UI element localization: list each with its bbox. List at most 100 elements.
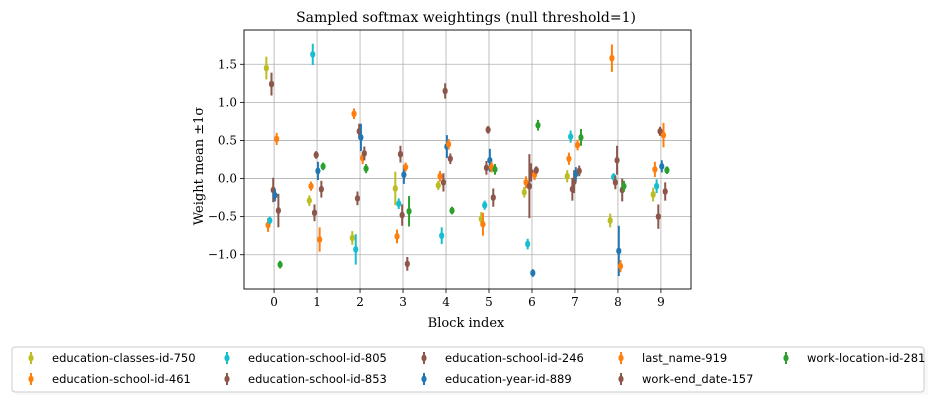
data-point — [361, 150, 367, 157]
data-point — [308, 182, 314, 190]
data-point — [449, 207, 455, 214]
legend: education-classes-id-750 education-school… — [11, 346, 928, 395]
data-point — [401, 171, 407, 179]
x-tick-label: 6 — [528, 295, 536, 309]
data-point — [447, 155, 453, 163]
series-last_name-919 — [274, 122, 667, 273]
grid — [244, 30, 691, 289]
data-point — [609, 54, 615, 62]
y-tick-label: 0.0 — [218, 172, 237, 186]
data-point — [318, 185, 324, 193]
legend-label: education-school-id-246 — [445, 351, 584, 365]
data-point — [313, 151, 319, 159]
series-education-school-id-246 — [270, 83, 663, 226]
data-point — [523, 178, 529, 186]
data-point — [392, 185, 398, 192]
data-point — [621, 182, 627, 190]
legend-label: education-school-id-853 — [248, 372, 387, 386]
series-education-school-id-805 — [267, 43, 660, 265]
data-point — [439, 232, 445, 240]
data-point — [399, 211, 405, 219]
y-tick-label: 1.0 — [218, 95, 237, 109]
data-point — [406, 207, 412, 215]
data-point — [574, 141, 581, 149]
x-tick-label: 7 — [571, 295, 579, 309]
data-point — [614, 156, 620, 164]
data-point — [616, 247, 622, 255]
legend-label: education-school-id-461 — [52, 372, 191, 386]
data-point — [480, 220, 486, 228]
data-point — [268, 80, 275, 88]
legend-entry: education-year-id-889 — [421, 372, 572, 386]
x-axis-label: Block index — [428, 316, 505, 331]
x-tick-label: 8 — [614, 295, 622, 309]
axis-ticks: 0 1 2 3 4 5 6 7 8 9 −1.0 −0.5 0.0 0.5 1.0 1.5 — [208, 57, 665, 309]
data-point — [267, 217, 273, 224]
y-tick-label: 0.5 — [218, 133, 237, 147]
x-tick-label: 5 — [485, 295, 493, 309]
data-point — [404, 260, 410, 268]
data-point — [358, 134, 364, 141]
data-point — [654, 182, 660, 190]
legend-marker-point — [421, 354, 427, 362]
data-point — [660, 131, 667, 139]
legend-label: work-end_date-157 — [642, 372, 753, 386]
chart-title: Sampled softmax weightings (null thresho… — [296, 10, 636, 26]
legend-marker-point — [618, 375, 624, 383]
legend-marker-point — [28, 354, 34, 362]
data-point — [607, 217, 613, 224]
legend-label: education-classes-id-750 — [52, 351, 196, 365]
legend-label: education-year-id-889 — [445, 372, 572, 386]
legend-marker-point — [224, 354, 230, 362]
data-point — [655, 213, 661, 221]
data-point — [351, 110, 357, 118]
data-point — [492, 166, 498, 173]
x-tick-label: 9 — [657, 295, 665, 309]
legend-marker-point — [618, 354, 624, 362]
data-point — [349, 234, 355, 242]
series-education-year-id-889 — [272, 123, 665, 277]
data-point — [483, 164, 490, 172]
legend-entry: work-location-id-281 — [783, 351, 925, 365]
x-tick-label: 1 — [313, 295, 321, 309]
data-point — [354, 194, 361, 202]
data-point — [576, 167, 582, 175]
data-point — [277, 261, 283, 269]
data-point — [617, 262, 624, 270]
x-tick-label: 2 — [356, 295, 364, 309]
legend-entry: education-classes-id-750 — [28, 351, 196, 365]
data-point — [320, 162, 326, 170]
data-point — [396, 200, 402, 208]
legend-entry: education-school-id-246 — [421, 351, 584, 365]
data-point — [568, 133, 574, 141]
data-point — [662, 188, 668, 195]
x-tick-label: 3 — [399, 295, 407, 309]
data-point — [440, 178, 447, 186]
data-point — [664, 166, 670, 174]
legend-marker-point — [421, 375, 427, 383]
data-point — [263, 64, 269, 72]
legend-label: work-location-id-281 — [807, 351, 925, 365]
data-point — [652, 166, 658, 173]
data-point — [310, 50, 316, 58]
x-tick-label: 0 — [270, 295, 278, 309]
legend-marker-point — [783, 354, 789, 362]
legend-marker-point — [28, 375, 34, 383]
legend-entry: education-school-id-805 — [224, 351, 387, 365]
data-point — [490, 194, 496, 201]
y-tick-label: −0.5 — [208, 210, 237, 224]
x-tick-label: 4 — [442, 295, 450, 309]
legend-marker-point — [224, 375, 230, 383]
data-point — [306, 197, 312, 205]
data-point — [435, 182, 441, 189]
data-point — [437, 172, 443, 180]
data-point — [533, 166, 539, 174]
data-point — [578, 134, 584, 141]
data-point — [530, 269, 536, 277]
data-point — [272, 191, 278, 199]
plot-data — [263, 43, 670, 277]
series-work-end_date-157 — [275, 146, 668, 271]
y-tick-label: 1.5 — [218, 57, 237, 71]
series-work-location-id-281 — [277, 119, 670, 269]
